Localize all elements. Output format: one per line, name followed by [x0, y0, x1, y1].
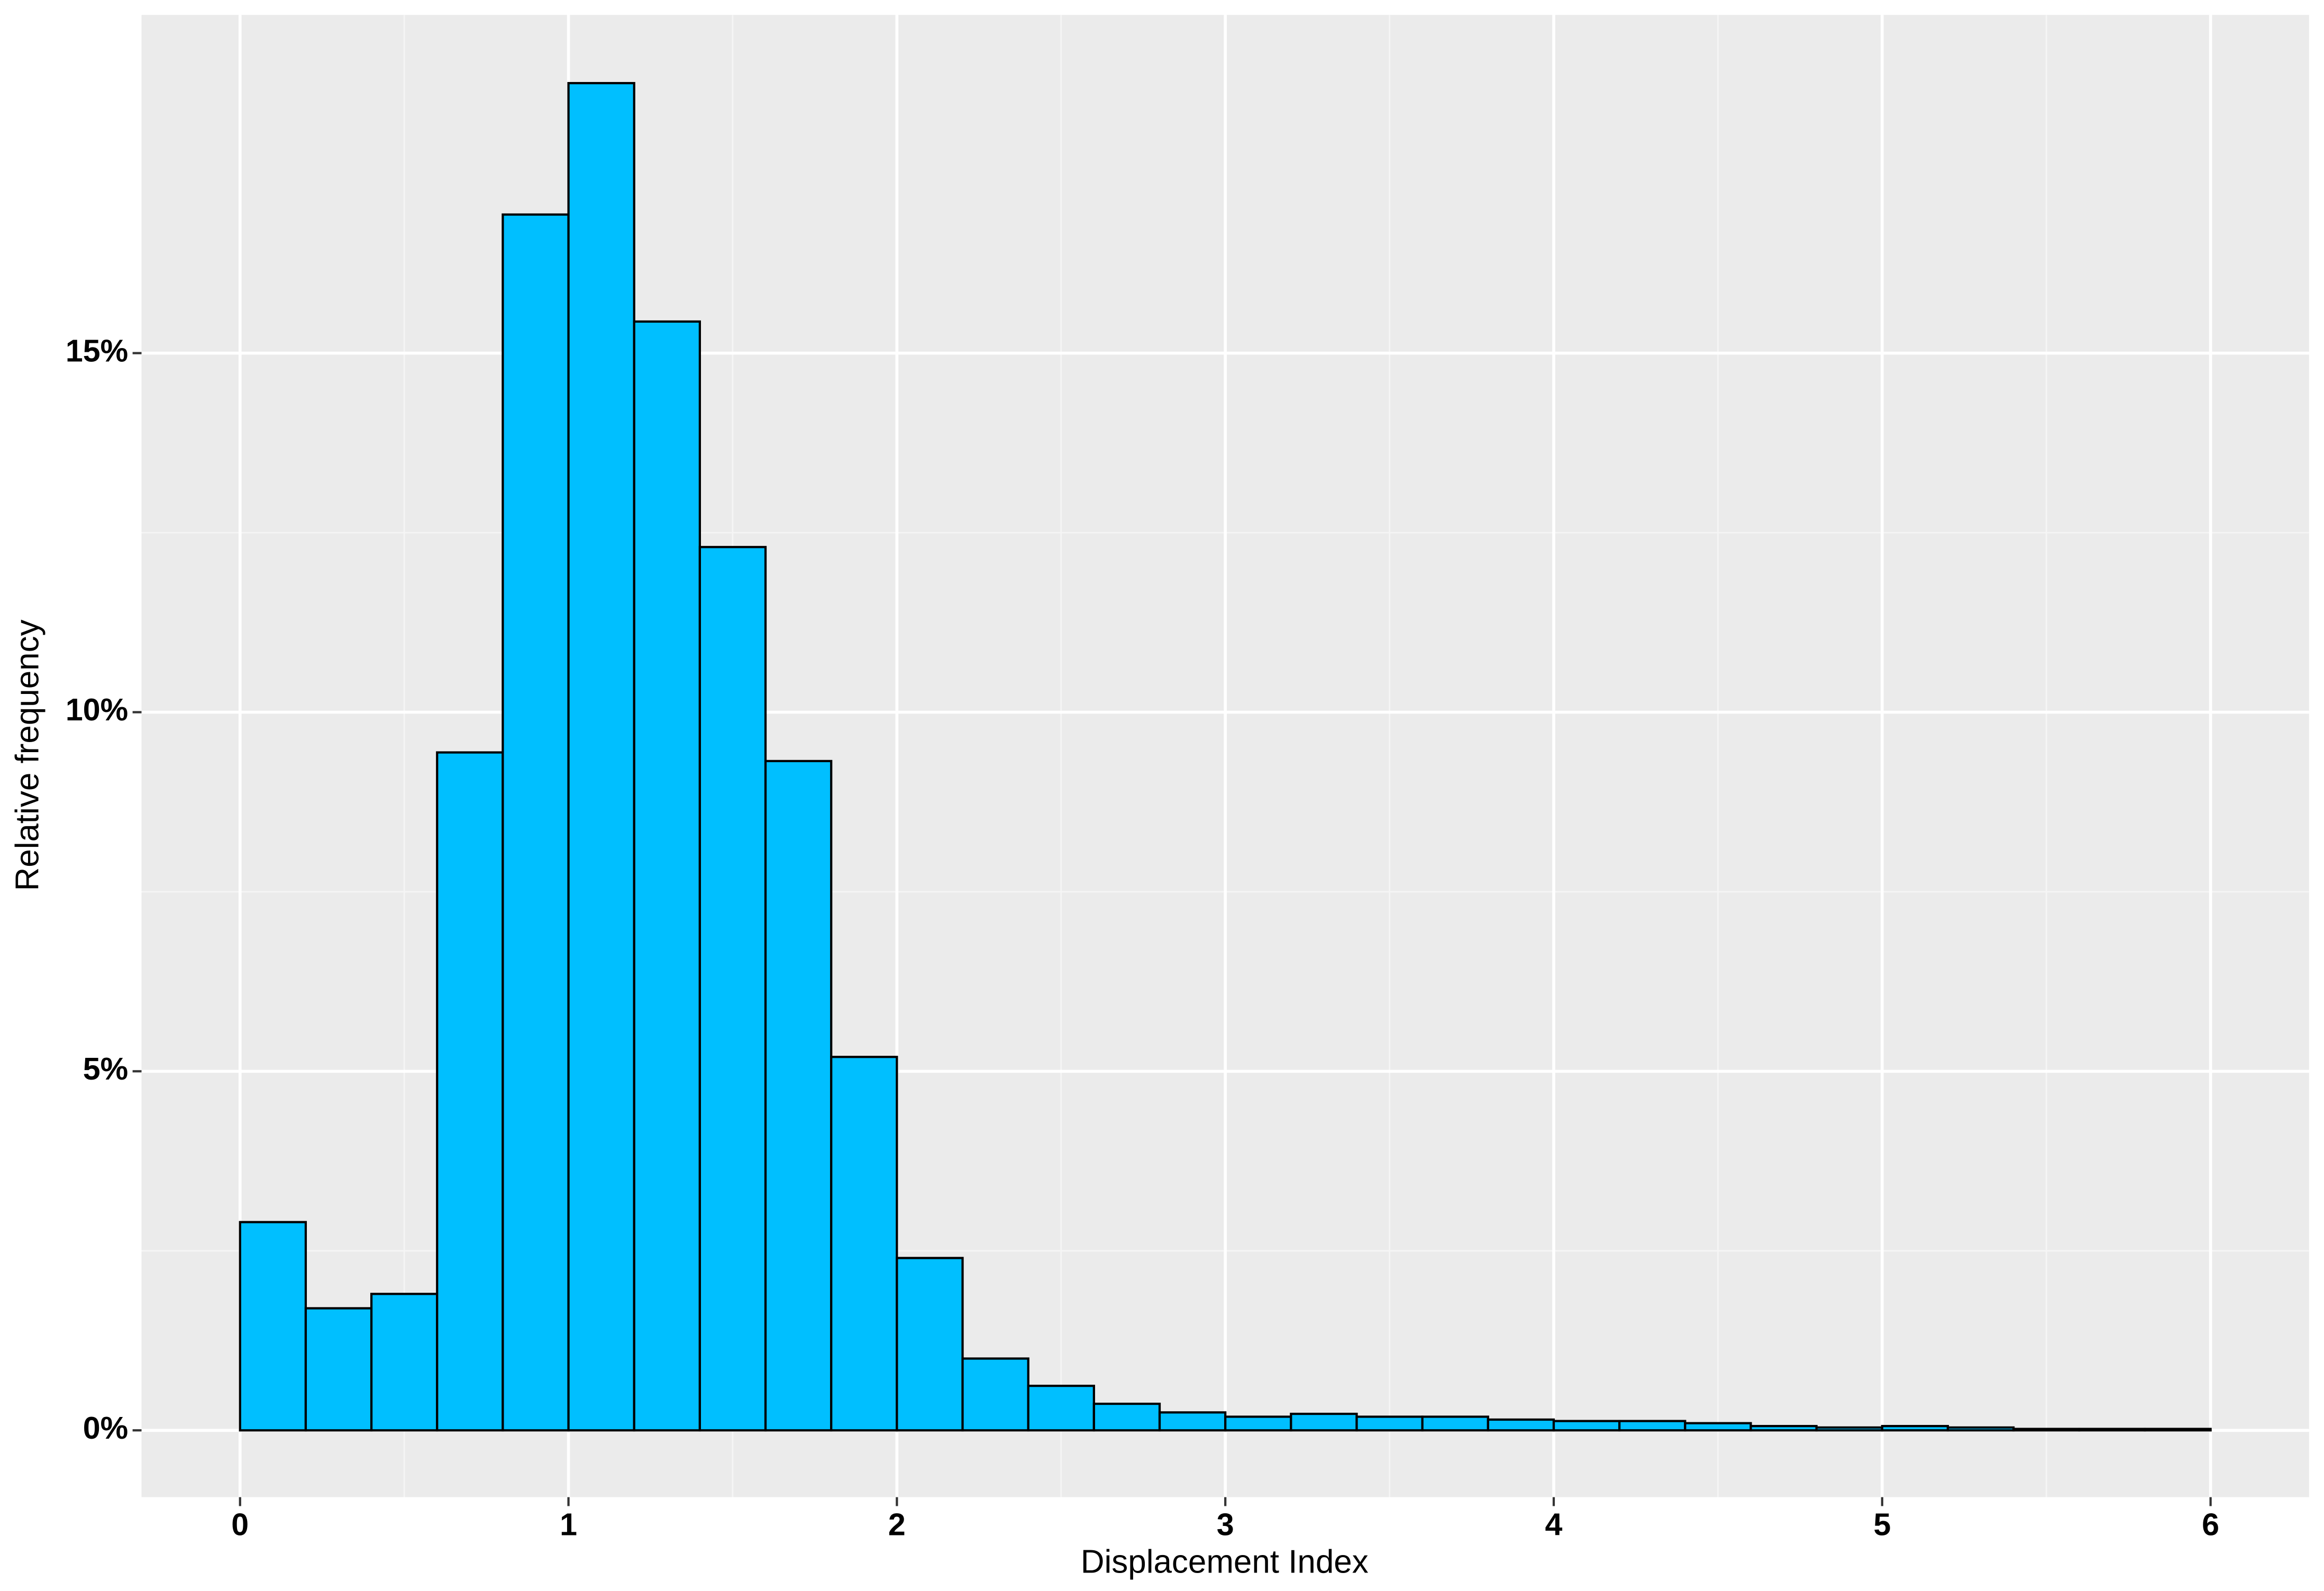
bar: [1946, 1426, 2015, 1432]
bar: [239, 1221, 307, 1432]
x-tick-label: 1: [560, 1507, 577, 1542]
bar: [633, 320, 701, 1432]
bar: [1684, 1422, 1752, 1432]
bar: [961, 1357, 1029, 1432]
bar: [1027, 1384, 1095, 1432]
bar: [1552, 1420, 1621, 1432]
x-tick-label: 3: [1217, 1507, 1234, 1542]
bar: [1749, 1425, 1818, 1432]
y-tick-label: 0%: [83, 1410, 128, 1446]
x-axis-title: Displacement Index: [1081, 1544, 1369, 1580]
bar: [2144, 1428, 2212, 1432]
bar: [1421, 1415, 1489, 1432]
y-axis-title: Relative frequency: [10, 619, 46, 891]
y-tick-label: 10%: [66, 692, 128, 727]
x-tick-label: 2: [888, 1507, 906, 1542]
bar: [1815, 1426, 1883, 1432]
bar: [370, 1293, 439, 1432]
x-tick-label: 0: [231, 1507, 249, 1542]
bar: [1158, 1411, 1227, 1432]
bar: [1224, 1415, 1292, 1432]
bar: [1290, 1412, 1358, 1432]
bar: [1881, 1425, 1949, 1432]
bar: [1487, 1418, 1555, 1432]
bar: [1355, 1415, 1424, 1432]
bar: [502, 213, 570, 1432]
bar: [567, 82, 635, 1432]
y-tick-label: 5%: [83, 1051, 128, 1086]
bar: [1618, 1420, 1687, 1432]
bar: [764, 760, 833, 1432]
y-tick-label: 15%: [66, 333, 128, 368]
bar: [2078, 1428, 2146, 1432]
bar: [698, 546, 767, 1432]
x-tick-label: 6: [2202, 1507, 2219, 1542]
bar: [1092, 1402, 1161, 1432]
bar: [304, 1307, 373, 1432]
x-tick-label: 4: [1545, 1507, 1563, 1542]
bar: [896, 1257, 964, 1432]
x-tick-label: 5: [1873, 1507, 1891, 1542]
bar: [830, 1056, 898, 1432]
bar: [2012, 1428, 2081, 1432]
bar: [436, 751, 504, 1432]
